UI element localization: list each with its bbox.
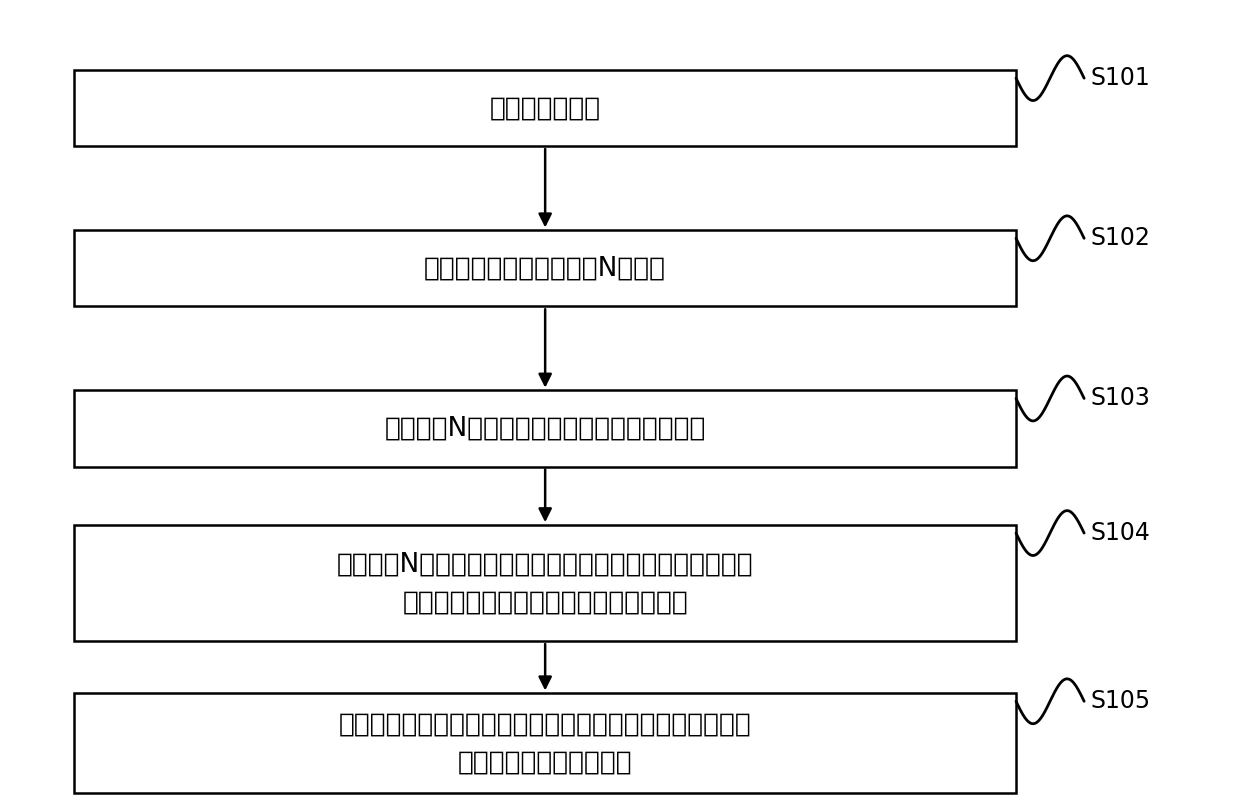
Text: S101: S101 xyxy=(1090,66,1150,90)
FancyBboxPatch shape xyxy=(74,70,1016,146)
Text: 根据所述N层结点中每层中具有的结点的个数，从内存的着
色颜色中为所述每层结点分配对应的颜色: 根据所述N层结点中每层中具有的结点的个数，从内存的着 色颜色中为所述每层结点分配… xyxy=(337,551,753,615)
Text: S102: S102 xyxy=(1090,227,1150,250)
Text: 构造第一查找树: 构造第一查找树 xyxy=(489,95,601,121)
Text: S103: S103 xyxy=(1090,387,1150,410)
Text: 根据所述每层结点对应的颜色和所述颜色对应的内存，生成
缓存着色后的第二查找树: 根据所述每层结点对应的颜色和所述颜色对应的内存，生成 缓存着色后的第二查找树 xyxy=(338,711,752,775)
Text: 获取所述N层结点中每层中具有的结点的个数: 获取所述N层结点中每层中具有的结点的个数 xyxy=(384,416,706,441)
Text: 确定所述第一查找树具有N层结点: 确定所述第一查找树具有N层结点 xyxy=(424,256,667,281)
FancyBboxPatch shape xyxy=(74,390,1016,466)
FancyBboxPatch shape xyxy=(74,231,1016,306)
Text: S104: S104 xyxy=(1090,521,1150,545)
Text: S105: S105 xyxy=(1090,690,1151,713)
FancyBboxPatch shape xyxy=(74,693,1016,793)
FancyBboxPatch shape xyxy=(74,525,1016,641)
